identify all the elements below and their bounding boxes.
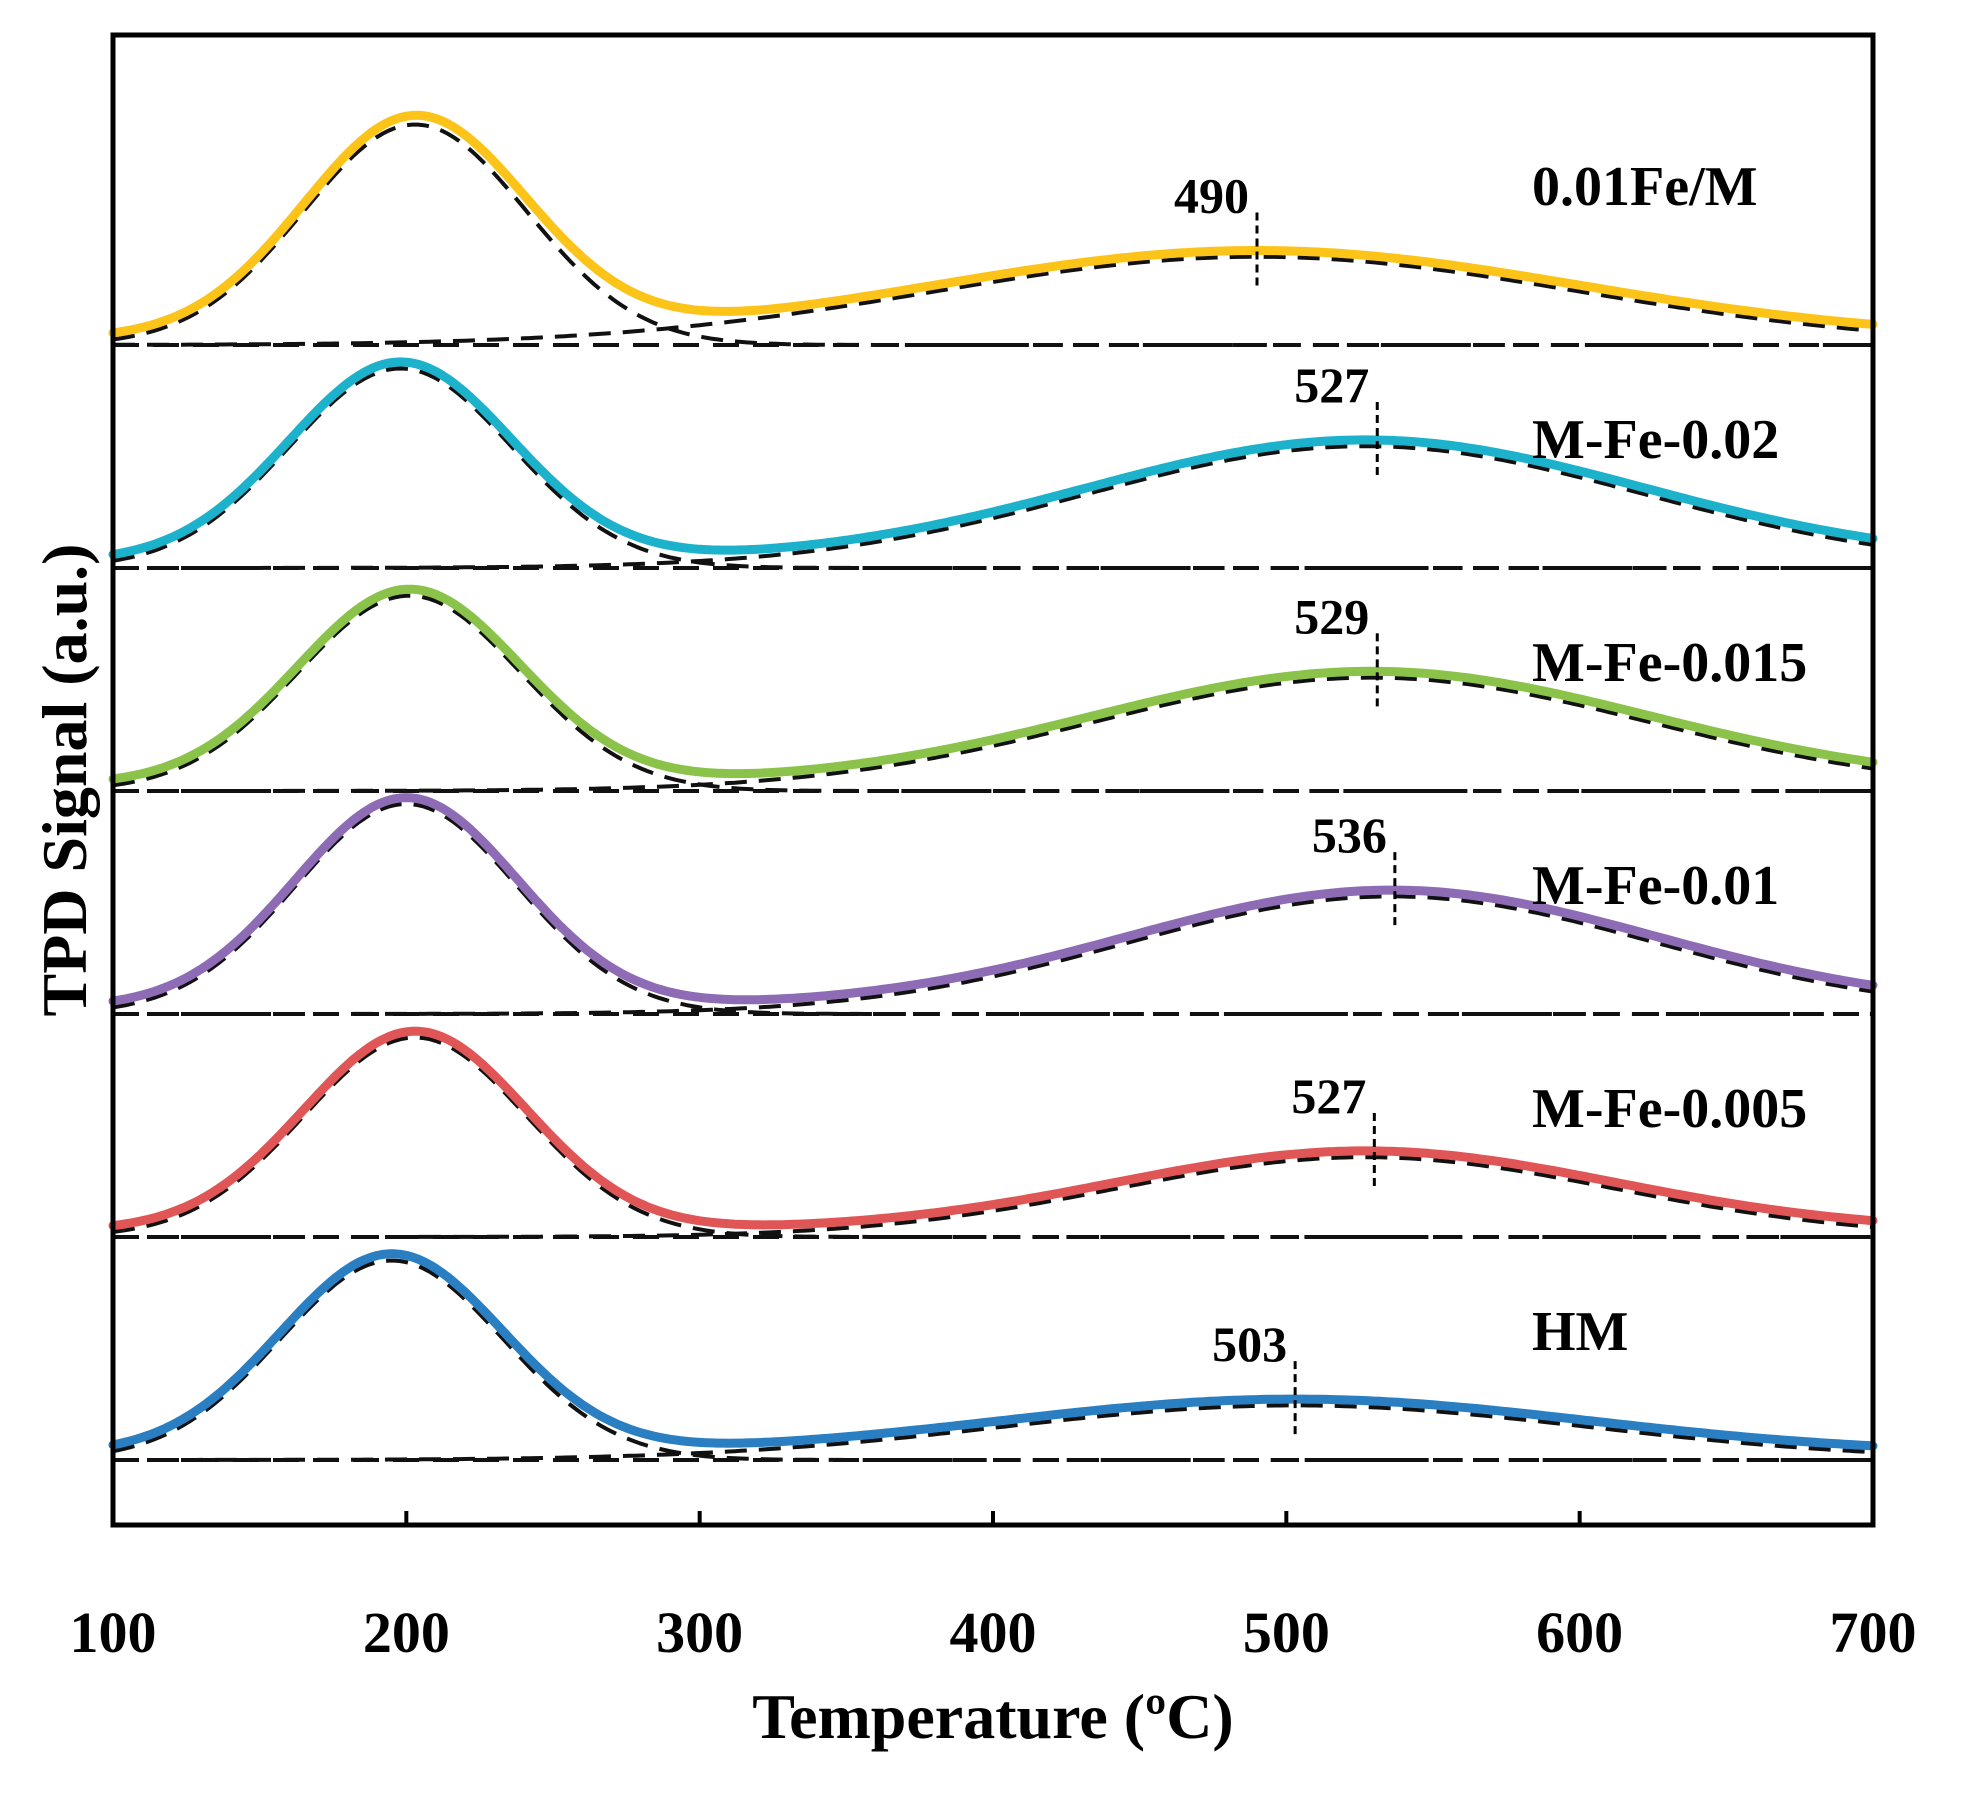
high-temp-component-0-01fe-m	[113, 254, 1874, 347]
low-temp-component-hm	[112, 1258, 1873, 1462]
series-label-m-fe-0-02: M-Fe-0.02	[1532, 409, 1779, 471]
series-line-m-fe-0-01	[108, 793, 1878, 1006]
curves-layer	[108, 110, 1878, 1462]
series-label-m-fe-0-005: M-Fe-0.005	[1532, 1078, 1807, 1140]
x-axis-title: Temperature (ºC)	[752, 1681, 1233, 1752]
x-tick-label-600: 600	[1536, 1600, 1623, 1665]
peak-label-m-fe-0-02: 527	[1294, 357, 1369, 413]
series-line-0-01fe-m	[108, 110, 1878, 338]
low-temp-component-m-fe-0-015	[112, 593, 1873, 793]
high-temp-component-hm	[113, 1403, 1874, 1462]
x-tick-label-300: 300	[656, 1600, 743, 1665]
high-temp-component-m-fe-0-02	[113, 444, 1874, 570]
x-tick-label-100: 100	[70, 1600, 157, 1665]
x-tick-label-400: 400	[950, 1600, 1037, 1665]
low-temp-component-m-fe-0-02	[112, 366, 1873, 570]
x-tick-label-500: 500	[1243, 1600, 1330, 1665]
series-line-m-fe-0-005	[108, 1026, 1878, 1231]
plot-frame	[110, 32, 1876, 1528]
series-line-hm	[108, 1249, 1878, 1451]
low-temp-component-0-01fe-m	[112, 122, 1873, 347]
low-temp-component-m-fe-0-01	[112, 801, 1873, 1016]
high-temp-component-m-fe-0-005	[113, 1155, 1874, 1239]
series-label-hm: HM	[1532, 1301, 1628, 1363]
peak-label-m-fe-0-015: 529	[1294, 588, 1369, 644]
peak-label-0-01fe-m: 490	[1174, 168, 1249, 224]
series-label-m-fe-0-01: M-Fe-0.01	[1532, 855, 1779, 917]
peak-label-m-fe-0-005: 527	[1291, 1068, 1366, 1124]
high-temp-component-m-fe-0-015	[113, 675, 1874, 793]
series-label-m-fe-0-015: M-Fe-0.015	[1532, 632, 1807, 694]
x-tick-label-200: 200	[363, 1600, 450, 1665]
y-axis-title: TPD Signal (a.u.)	[29, 544, 100, 1017]
series-label-0-01fe-m: 0.01Fe/M	[1532, 156, 1757, 218]
x-tick-label-700: 700	[1830, 1600, 1917, 1665]
series-line-m-fe-0-015	[108, 584, 1878, 784]
labels-layer: 100 200 300 400 500 600 700 490 0.01Fe/M 527 M-Fe-…	[70, 156, 1917, 1665]
series-line-m-fe-0-02	[108, 357, 1878, 559]
peak-label-hm: 503	[1212, 1316, 1287, 1372]
peak-label-m-fe-0-01: 536	[1312, 807, 1387, 863]
high-temp-component-m-fe-0-01	[113, 894, 1874, 1016]
low-temp-component-m-fe-0-005	[112, 1035, 1873, 1239]
